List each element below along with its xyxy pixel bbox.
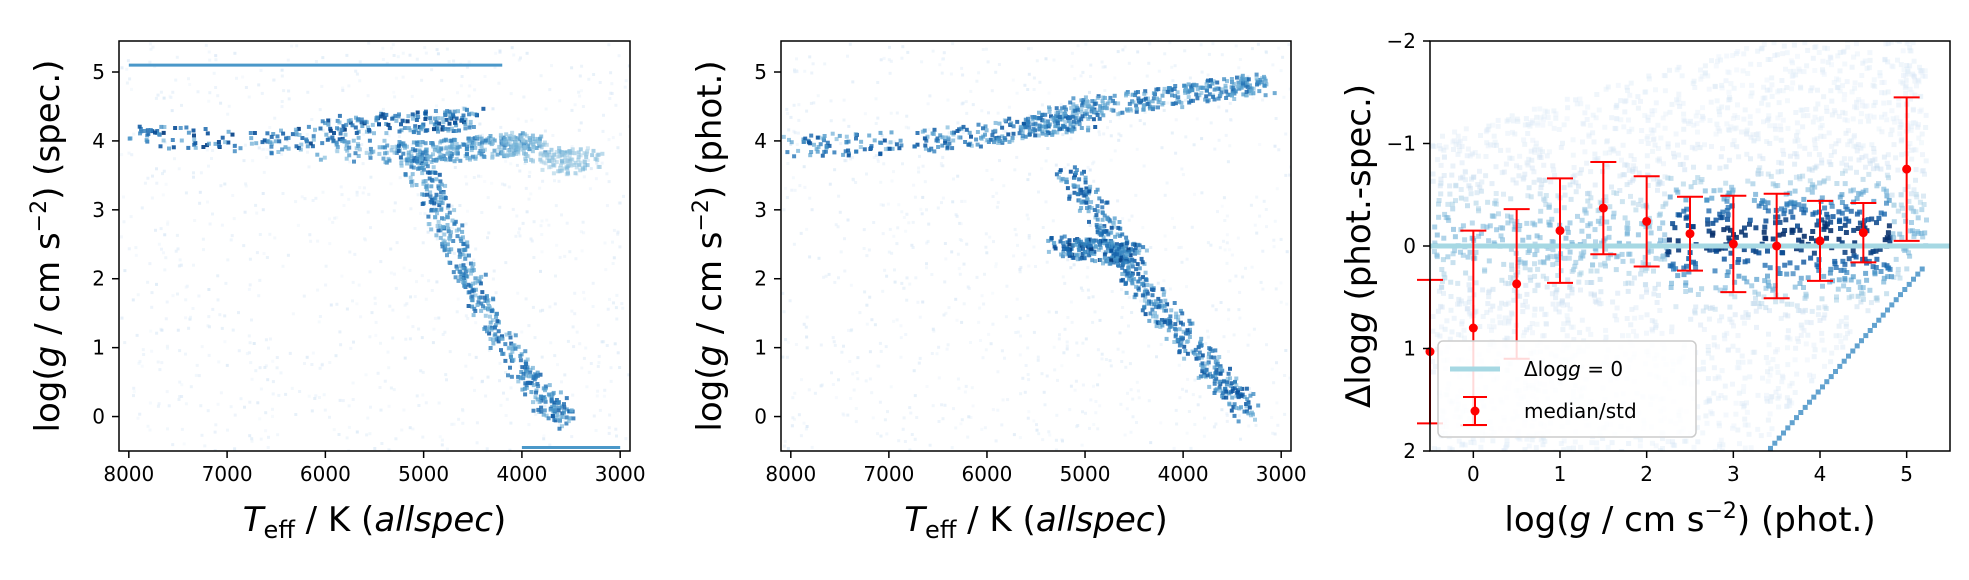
x-tick-label: 4000 [1158, 462, 1209, 486]
y-axis-label: log(g / cm s−2) (phot.) [689, 60, 730, 431]
y-tick-label: 2 [1403, 439, 1416, 463]
y-tick-label: 2 [92, 267, 105, 291]
legend-entry: median/std [1524, 399, 1637, 423]
errorbar-point [1720, 194, 1747, 294]
errorbar-point [1807, 199, 1833, 282]
y-tick-label: 0 [1403, 234, 1416, 258]
errorbar-point [1677, 195, 1703, 272]
legend: Δlogg = 0 median/std [1437, 340, 1697, 438]
x-tick-label: 2 [1640, 462, 1653, 486]
errorbar-point [1547, 177, 1573, 284]
y-tick-label: 1 [754, 336, 767, 360]
y-tick-label: 0 [92, 405, 105, 429]
x-tick-label: 3000 [595, 462, 646, 486]
y-tick-label: 5 [754, 60, 767, 84]
errorbar-point [1850, 201, 1877, 264]
x-tick-label: 4000 [496, 462, 547, 486]
x-tick-label: 6000 [300, 462, 351, 486]
y-tick-label: 4 [754, 129, 767, 153]
y-tick-label: 0 [754, 405, 767, 429]
y-tick-label: −2 [1387, 29, 1416, 53]
legend-errorbar-swatch [1463, 396, 1487, 426]
x-tick-label: 7000 [863, 462, 914, 486]
panel-teff-logg-phot: 8000 7000 6000 5000 4000 3000 0 1 2 3 4 5 Teff / K (… [689, 40, 1307, 544]
y-axis-label: log(g / cm s−2) (spec.) [27, 60, 68, 433]
y-tick-label: 3 [92, 198, 105, 222]
errorbar-point [1763, 192, 1790, 300]
x-tick-label: 5 [1900, 462, 1913, 486]
x-axis-label: Teff / K (allspec) [243, 500, 506, 544]
y-tick-label: 2 [754, 267, 767, 291]
x-tick-label: 3000 [1256, 462, 1307, 486]
errorbar-point [1633, 175, 1660, 268]
x-tick-label: 4 [1814, 462, 1827, 486]
x-tick-label: 5000 [1060, 462, 1111, 486]
x-tick-label: 3 [1727, 462, 1740, 486]
errorbar-point [1893, 96, 1920, 242]
y-axis-label: Δlogg (phot.-spec.) [1339, 84, 1379, 408]
legend-entry: Δlogg = 0 [1524, 357, 1623, 381]
y-tick-label: 1 [92, 336, 105, 360]
x-tick-label: 8000 [103, 462, 154, 486]
x-tick-label: 8000 [765, 462, 816, 486]
y-tick-label: 1 [1403, 337, 1416, 361]
y-tick-label: −1 [1387, 132, 1416, 156]
x-tick-label: 0 [1467, 462, 1480, 486]
y-tick-label: 4 [92, 129, 105, 153]
panel-delta-logg: 0 1 2 3 4 5 −2 −1 0 1 2 log(g / cm s−2) (phot.) Δlog… [1339, 29, 1951, 540]
x-tick-label: 5000 [398, 462, 449, 486]
errorbar-point [1590, 160, 1617, 256]
x-tick-label: 1 [1554, 462, 1567, 486]
panel-teff-logg-spec: 8000 7000 6000 5000 4000 3000 0 1 2 3 4 5 Teff / K (… [27, 40, 646, 544]
x-tick-label: 7000 [202, 462, 253, 486]
y-tick-label: 5 [92, 60, 105, 84]
x-tick-label: 6000 [962, 462, 1013, 486]
y-tick-label: 3 [754, 198, 767, 222]
x-axis-label: log(g / cm s−2) (phot.) [1504, 499, 1875, 540]
x-axis-label: Teff / K (allspec) [904, 500, 1167, 544]
